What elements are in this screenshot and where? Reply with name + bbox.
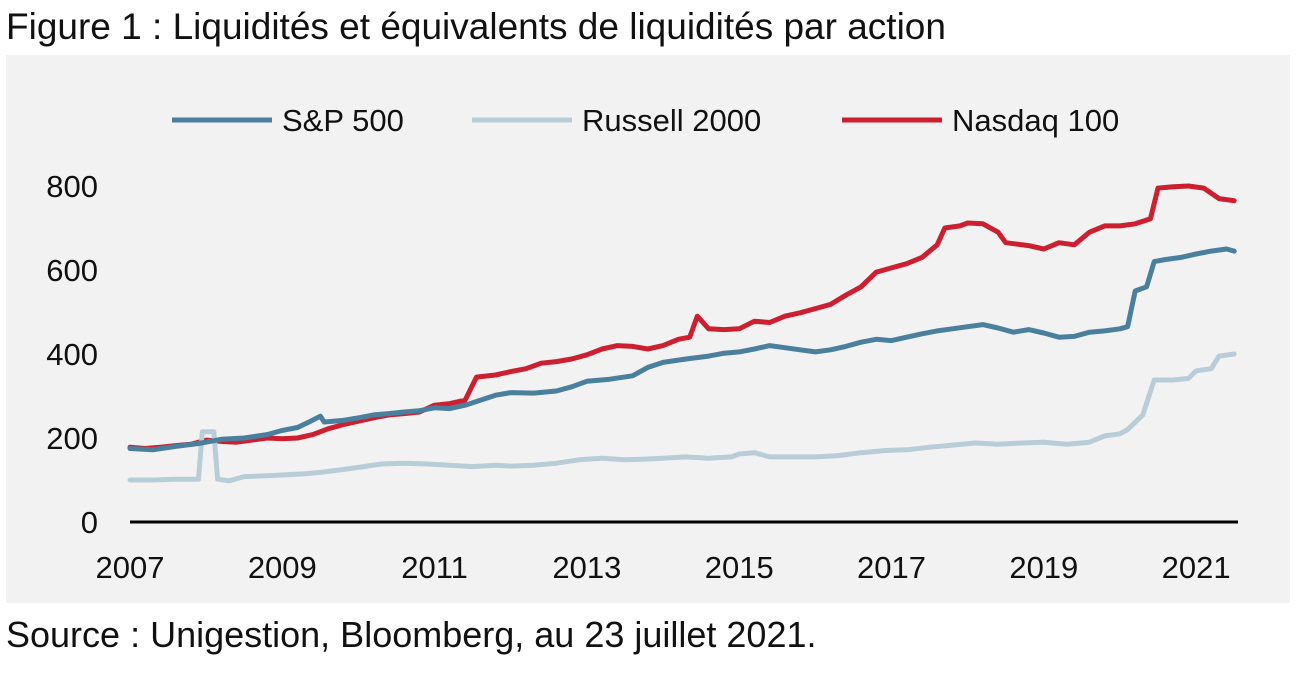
y-tick-label: 200	[46, 421, 98, 456]
series-line-nasdaq-100	[127, 183, 1237, 451]
x-tick-label: 2015	[705, 550, 774, 585]
x-tick-label: 2009	[248, 550, 317, 585]
y-tick-label: 800	[46, 169, 98, 204]
legend-label: Nasdaq 100	[952, 103, 1119, 138]
y-tick-label: 400	[46, 337, 98, 372]
y-tick-label: 600	[46, 253, 98, 288]
series-line-russell-2000	[127, 351, 1237, 484]
series-lines	[127, 183, 1237, 484]
x-tick-label: 2013	[552, 550, 621, 585]
x-axis-ticks: 2007 2009 2011 2013 2015 2017 2019 2021	[96, 550, 1231, 585]
chart-panel	[6, 55, 1290, 603]
y-axis-ticks: 0 200 400 600 800	[46, 169, 98, 540]
x-tick-label: 2021	[1162, 550, 1231, 585]
legend-label: S&P 500	[282, 103, 404, 138]
chart-title: Figure 1 : Liquidités et équivalents de …	[6, 6, 946, 47]
source-note: Source : Unigestion, Bloomberg, au 23 ju…	[6, 614, 817, 655]
series-line-s-p-500	[127, 246, 1237, 453]
x-tick-label: 2007	[96, 550, 165, 585]
x-tick-label: 2017	[857, 550, 926, 585]
legend: S&P 500 Russell 2000 Nasdaq 100	[172, 103, 1119, 138]
x-tick-label: 2011	[401, 550, 468, 585]
legend-label: Russell 2000	[582, 103, 761, 138]
x-tick-label: 2019	[1009, 550, 1078, 585]
y-tick-label: 0	[81, 505, 98, 540]
